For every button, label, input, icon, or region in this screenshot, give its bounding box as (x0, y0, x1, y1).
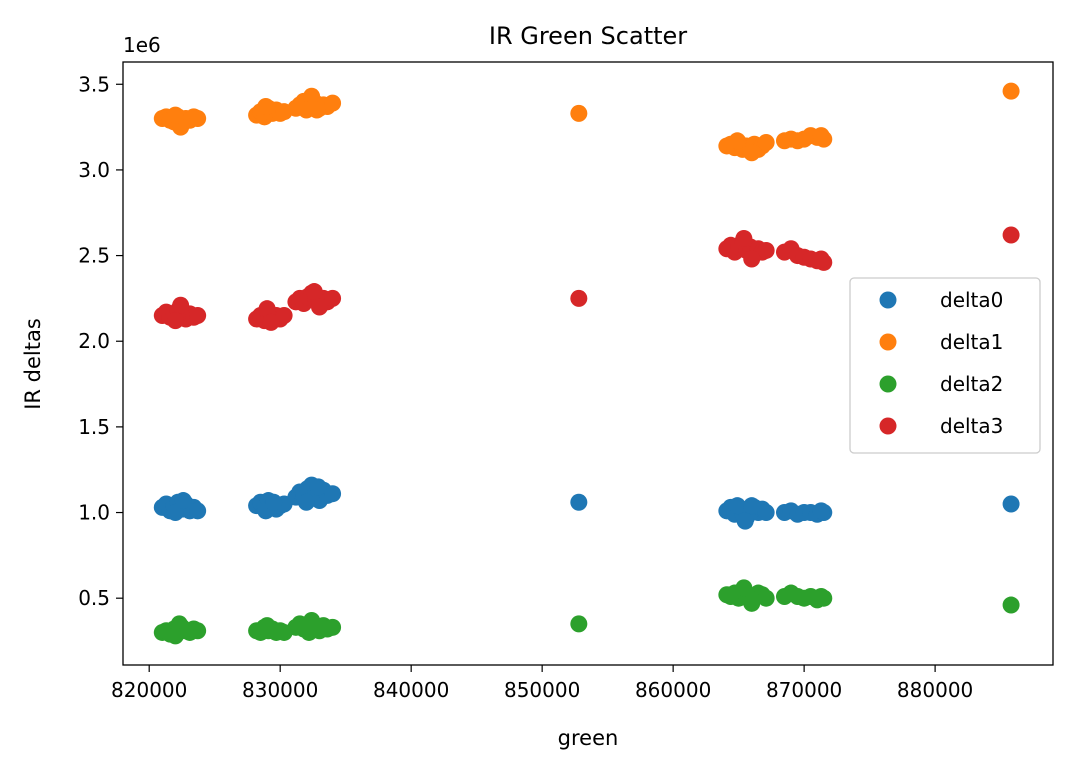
point-delta3 (812, 250, 830, 268)
chart-title: IR Green Scatter (489, 22, 687, 50)
point-delta3 (275, 307, 293, 325)
x-tick-label: 820000 (111, 678, 187, 702)
legend-label-delta1: delta1 (940, 330, 1003, 354)
point-delta3 (310, 298, 328, 316)
legend-marker-delta3 (879, 417, 897, 435)
point-delta2 (166, 627, 184, 645)
point-delta3 (258, 300, 276, 318)
legend-label-delta0: delta0 (940, 288, 1003, 312)
x-tick-label: 840000 (373, 678, 449, 702)
x-tick-label: 880000 (897, 678, 973, 702)
plot-frame (122, 61, 1054, 666)
point-delta1 (743, 144, 761, 162)
point-delta1 (1002, 82, 1020, 100)
point-delta1 (570, 104, 588, 122)
x-axis: 820000 830000 840000 850000 860000 870000 8800… (111, 665, 973, 702)
point-delta1 (728, 132, 746, 150)
y-tick-label: 1.5 (78, 415, 110, 439)
point-delta3 (305, 283, 323, 301)
y-tick-label: 1.0 (78, 501, 110, 525)
point-delta2 (258, 617, 276, 635)
legend: delta0 delta1 delta2 delta3 (849, 277, 1041, 454)
point-delta3 (757, 241, 775, 259)
point-delta1 (757, 134, 775, 152)
y-tick-label: 0.5 (78, 586, 110, 610)
point-delta1 (812, 127, 830, 145)
legend-marker-delta2 (879, 375, 897, 393)
point-delta2 (757, 589, 775, 607)
point-delta2 (735, 579, 753, 597)
point-delta3 (262, 313, 280, 331)
point-delta1 (308, 101, 326, 119)
point-delta3 (172, 296, 190, 314)
point-delta3 (735, 229, 753, 247)
point-delta2 (1002, 596, 1020, 614)
x-tick-label: 830000 (242, 678, 318, 702)
point-delta1 (257, 98, 275, 116)
y-tick-label: 2.5 (78, 244, 110, 268)
point-delta0 (309, 478, 327, 496)
point-delta0 (1002, 495, 1020, 513)
point-delta1 (189, 110, 207, 128)
point-delta0 (324, 485, 342, 503)
point-delta2 (743, 594, 761, 612)
y-tick-label: 3.5 (78, 72, 110, 96)
x-axis-label: green (558, 726, 619, 750)
point-delta0 (265, 493, 283, 511)
point-delta0 (570, 493, 588, 511)
legend-marker-delta1 (879, 333, 897, 351)
point-delta0 (743, 497, 761, 515)
point-delta1 (166, 106, 184, 124)
point-delta0 (728, 497, 746, 515)
y-offset-text: 1e6 (123, 33, 161, 57)
point-delta3 (570, 289, 588, 307)
legend-label-delta2: delta2 (940, 372, 1003, 396)
point-delta0 (166, 504, 184, 522)
y-tick-label: 3.0 (78, 158, 110, 182)
point-delta2 (570, 615, 588, 633)
point-delta2 (189, 622, 207, 640)
x-tick-label: 860000 (635, 678, 711, 702)
legend-label-delta3: delta3 (940, 414, 1003, 438)
point-delta2 (300, 623, 318, 641)
point-delta3 (324, 289, 342, 307)
point-delta2 (324, 618, 342, 636)
point-delta0 (757, 504, 775, 522)
point-delta0 (174, 492, 192, 510)
point-delta0 (297, 493, 315, 511)
y-tick-label: 2.0 (78, 329, 110, 353)
point-delta3 (166, 312, 184, 330)
point-delta3 (189, 307, 207, 325)
point-delta0 (812, 502, 830, 520)
point-delta0 (736, 512, 754, 530)
legend-frame (849, 277, 1041, 454)
point-delta0 (189, 502, 207, 520)
x-tick-label: 850000 (504, 678, 580, 702)
point-delta1 (324, 94, 342, 112)
legend-marker-delta0 (879, 291, 897, 309)
points-layer (153, 82, 1020, 645)
y-axis: 0.5 1.0 1.5 2.0 2.5 3.0 3.5 (78, 72, 123, 610)
x-tick-label: 870000 (766, 678, 842, 702)
y-axis-label: IR deltas (21, 318, 45, 410)
point-delta3 (1002, 226, 1020, 244)
point-delta3 (743, 250, 761, 268)
point-delta2 (812, 587, 830, 605)
